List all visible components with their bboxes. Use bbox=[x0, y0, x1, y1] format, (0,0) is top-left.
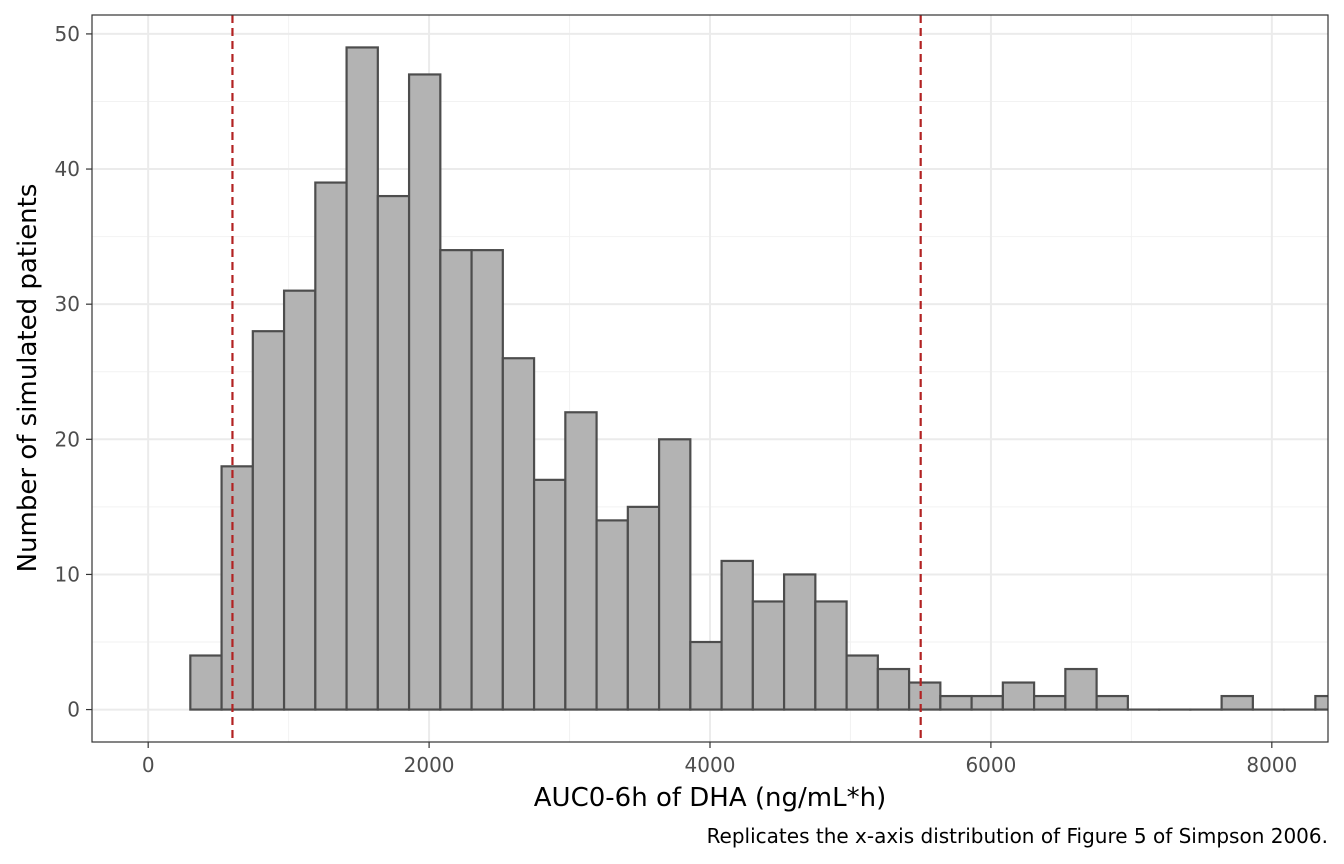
histogram-bar bbox=[282, 289, 317, 711]
histogram-bar bbox=[251, 330, 286, 711]
y-tick-label: 30 bbox=[55, 292, 80, 316]
histogram-bar bbox=[876, 667, 911, 711]
histogram-bar bbox=[376, 194, 411, 711]
y-tick-label: 20 bbox=[55, 427, 80, 451]
histogram-bar bbox=[532, 478, 567, 711]
histogram-bar bbox=[626, 505, 661, 711]
y-axis-title: Number of simulated patients bbox=[13, 184, 43, 573]
x-tick-label: 6000 bbox=[965, 753, 1016, 777]
histogram-bar bbox=[1064, 667, 1098, 711]
histogram-bar bbox=[689, 640, 723, 711]
histogram-bar bbox=[814, 600, 848, 711]
histogram-bar bbox=[407, 73, 442, 711]
y-tick-label: 40 bbox=[55, 157, 80, 181]
histogram-bar bbox=[595, 519, 629, 711]
y-axis: 0 10 20 30 40 50 bbox=[55, 22, 92, 722]
histogram-bar bbox=[751, 600, 786, 711]
reference-lines bbox=[231, 15, 922, 742]
histogram-bar bbox=[939, 694, 973, 711]
y-tick-label: 50 bbox=[55, 22, 80, 46]
histogram-bar bbox=[189, 654, 223, 711]
x-axis: 0 2000 4000 6000 8000 bbox=[142, 742, 1297, 777]
histogram-bar bbox=[1314, 694, 1328, 711]
histogram-bar bbox=[1095, 694, 1129, 711]
histogram-bar bbox=[720, 559, 754, 711]
x-tick-label: 2000 bbox=[404, 753, 455, 777]
histogram-bar bbox=[501, 357, 536, 711]
histogram-bar bbox=[845, 654, 879, 711]
histogram-bars bbox=[189, 46, 1328, 711]
histogram-bar bbox=[564, 411, 598, 711]
histogram-bar bbox=[782, 573, 817, 711]
histogram-bar bbox=[345, 46, 379, 711]
y-tick-label: 10 bbox=[55, 562, 80, 586]
histogram-bar bbox=[657, 438, 692, 711]
histogram-bar bbox=[470, 249, 504, 711]
x-axis-title: AUC0-6h of DHA (ng/mL*h) bbox=[534, 783, 886, 813]
histogram-bar bbox=[1001, 681, 1036, 711]
histogram-bar bbox=[1032, 694, 1067, 711]
histogram-bar bbox=[220, 465, 254, 711]
x-tick-label: 0 bbox=[142, 753, 155, 777]
histogram-bar bbox=[970, 694, 1004, 711]
histogram-bar bbox=[1220, 694, 1254, 711]
y-tick-label: 0 bbox=[67, 698, 80, 722]
x-tick-label: 8000 bbox=[1246, 753, 1297, 777]
histogram-bar bbox=[907, 681, 942, 711]
histogram-bar bbox=[439, 249, 473, 711]
histogram-bar bbox=[314, 181, 348, 711]
x-tick-label: 4000 bbox=[685, 753, 736, 777]
chart-caption: Replicates the x-axis distribution of Fi… bbox=[707, 824, 1328, 848]
